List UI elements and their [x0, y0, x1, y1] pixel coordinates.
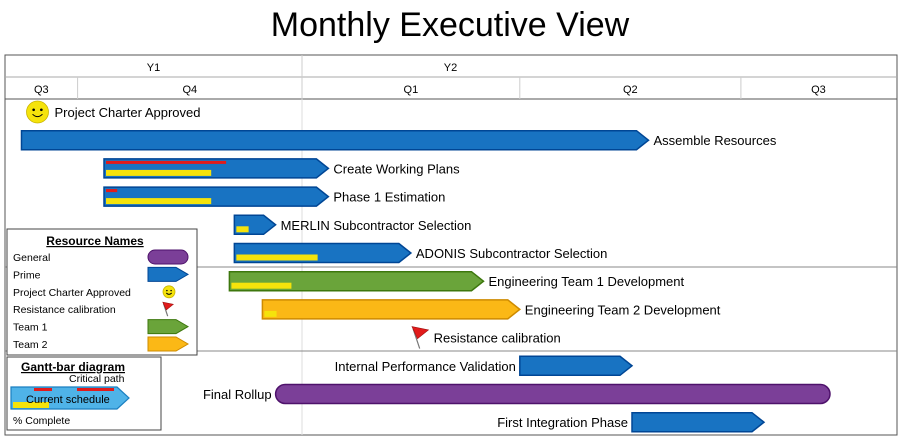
critical-path-mark [106, 160, 227, 164]
smiley-eye [40, 108, 43, 112]
quarter-label: Q1 [404, 84, 419, 96]
key-critical-path-label: Critical path [69, 373, 125, 385]
task-final-rollup: Final Rollup [203, 383, 831, 405]
percent-complete-fill [264, 310, 277, 317]
task-resistance-calibration: Resistance calibration [411, 326, 561, 349]
task-label: First Integration Phase [497, 415, 628, 430]
task-label: Resistance calibration [434, 331, 561, 346]
quarter-label: Q3 [811, 84, 826, 96]
task-label: Assemble Resources [654, 133, 777, 148]
task-bar [519, 355, 634, 377]
legend-label-team-2: Team 2 [13, 339, 48, 351]
percent-complete-fill [106, 198, 212, 205]
task-bar [631, 411, 766, 433]
task-internal-performance-validation: Internal Performance Validation [335, 355, 634, 377]
key-critical-mark [77, 388, 114, 391]
task-label: ADONIS Subcontractor Selection [416, 246, 607, 261]
milestone-flag-icon [411, 326, 430, 349]
task-label: Project Charter Approved [55, 105, 201, 120]
key-percent-complete-label: % Complete [13, 415, 70, 427]
task-bar [228, 270, 485, 292]
legend-swatch-prime [147, 266, 189, 282]
task-engineering-team-2-development: Engineering Team 2 Development [261, 299, 721, 320]
smiley-eye [166, 289, 168, 292]
smiley-mouth [32, 113, 43, 118]
year-label-y2: Y2 [444, 62, 457, 74]
smiley-face [162, 285, 176, 299]
year-label-y1: Y1 [147, 62, 160, 74]
legend-label-prime: Prime [13, 269, 41, 281]
task-bar [261, 299, 522, 320]
smiley-mouth [165, 292, 173, 295]
smiley-eye [32, 108, 35, 112]
legend-flag-icon [162, 301, 174, 317]
legend-label-resistance-calibration: Resistance calibration [13, 304, 116, 316]
task-phase-1-estimation: Phase 1 Estimation [103, 186, 445, 207]
legend-swatch-team-2 [147, 336, 189, 352]
key-current-schedule-label: Current schedule [26, 394, 110, 406]
task-first-integration-phase: First Integration Phase [497, 411, 766, 433]
legend-label-team-1: Team 1 [13, 322, 48, 334]
chart-title: Monthly Executive View [270, 6, 630, 44]
percent-complete-fill [106, 169, 212, 176]
task-bars: Project Charter Approved Assemble Resourc… [20, 100, 831, 433]
task-label: Phase 1 Estimation [333, 190, 445, 205]
legend-smiley-icon [162, 285, 176, 299]
task-label: Engineering Team 2 Development [525, 302, 721, 317]
task-label: Internal Performance Validation [335, 359, 516, 374]
quarter-label: Q3 [34, 84, 49, 96]
legend-swatch-team-1 [147, 319, 189, 335]
task-engineering-team-1-development: Engineering Team 1 Development [228, 270, 685, 292]
quarter-label: Q4 [182, 84, 197, 96]
task-adonis-subcontractor-selection: ADONIS Subcontractor Selection [233, 242, 607, 264]
legend-swatch-general [147, 249, 189, 265]
key-percent-fill [13, 402, 49, 408]
task-label: Engineering Team 1 Development [489, 274, 685, 289]
percent-complete-fill [236, 254, 318, 261]
percent-complete-fill [231, 282, 292, 289]
percent-complete-fill [236, 226, 249, 233]
key-title: Gantt-bar diagram [21, 360, 125, 374]
task-label: MERLIN Subcontractor Selection [281, 218, 472, 233]
task-assemble-resources: Assemble Resources [20, 129, 777, 151]
task-bar [20, 129, 650, 151]
legend-label-project-charter-approved: Project Charter Approved [13, 287, 131, 299]
timescale-grid: Y1 Y2 Q3 Q4 Q1 Q2 Q3 [4, 54, 898, 436]
task-project-charter-approved: Project Charter Approved [26, 100, 201, 124]
resource-legend: Resource Names General Prime Project Charte… [6, 228, 198, 356]
quarter-label: Q2 [623, 84, 638, 96]
task-merlin-subcontractor-selection: MERLIN Subcontractor Selection [233, 214, 472, 236]
milestone-smiley-icon [26, 100, 49, 124]
flag-cloth [411, 326, 430, 340]
task-label: Create Working Plans [333, 161, 460, 176]
task-create-working-plans: Create Working Plans [103, 158, 460, 179]
flag-cloth [162, 301, 174, 311]
smiley-face [26, 100, 49, 124]
key-critical-mark [34, 388, 52, 391]
legend-label-general: General [13, 252, 50, 264]
chart-frame [4, 54, 898, 436]
smiley-eye [170, 289, 172, 292]
task-label: Final Rollup [203, 387, 272, 402]
critical-path-mark [106, 189, 118, 193]
task-bar [274, 383, 831, 405]
legend-title: Resource Names [46, 234, 144, 248]
